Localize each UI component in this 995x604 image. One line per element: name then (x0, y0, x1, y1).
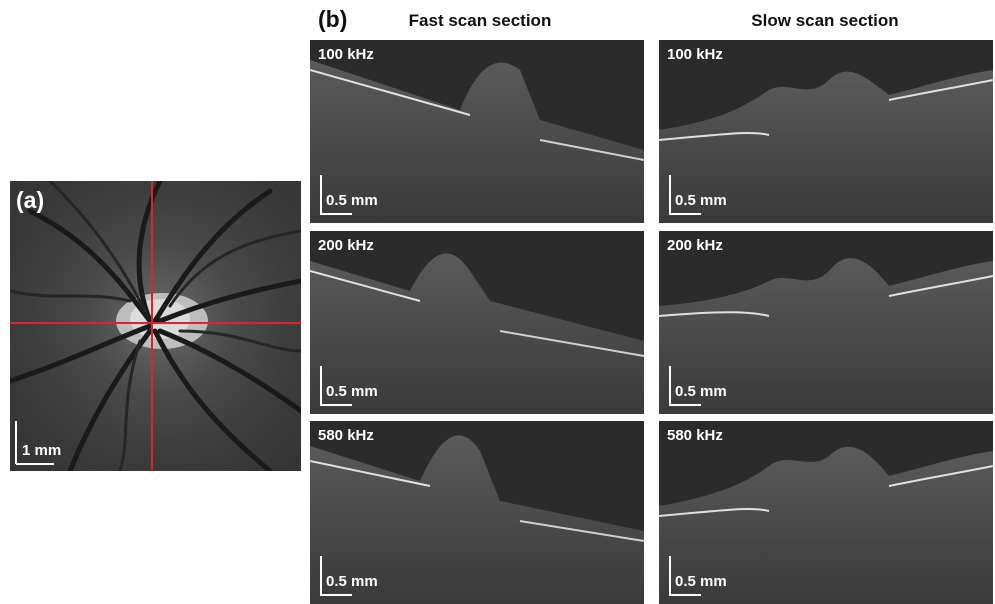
panel-b-label: (b) (318, 6, 348, 32)
oct-fast-580: 580 kHz 0.5 mm (310, 421, 644, 604)
fundus-scale-label: 1 mm (22, 442, 62, 459)
scale-label: 0.5 mm (326, 192, 378, 209)
fundus-image: (a) 1 mm (10, 181, 301, 471)
scan-rate-label: 100 kHz (318, 46, 374, 63)
scan-rate-label: 200 kHz (318, 237, 374, 254)
scale-label: 0.5 mm (675, 573, 727, 590)
oct-fast-200: 200 kHz 0.5 mm (310, 231, 644, 414)
scale-label: 0.5 mm (326, 573, 378, 590)
scan-rate-label: 200 kHz (667, 237, 723, 254)
scan-rate-label: 100 kHz (667, 46, 723, 63)
scale-label: 0.5 mm (326, 383, 378, 400)
scale-label: 0.5 mm (675, 383, 727, 400)
column-header-slow: Slow scan section (751, 11, 899, 30)
oct-slow-580: 580 kHz 0.5 mm (659, 421, 993, 604)
panel-a-label: (a) (16, 187, 45, 213)
fundus-vessels (10, 181, 301, 471)
oct-slow-100: 100 kHz 0.5 mm (659, 40, 993, 223)
scan-rate-label: 580 kHz (318, 427, 374, 444)
scale-label: 0.5 mm (675, 192, 727, 209)
column-header-fast: Fast scan section (408, 11, 552, 30)
oct-slow-200: 200 kHz 0.5 mm (659, 231, 993, 414)
oct-fast-100: 100 kHz 0.5 mm (310, 40, 644, 223)
scan-rate-label: 580 kHz (667, 427, 723, 444)
